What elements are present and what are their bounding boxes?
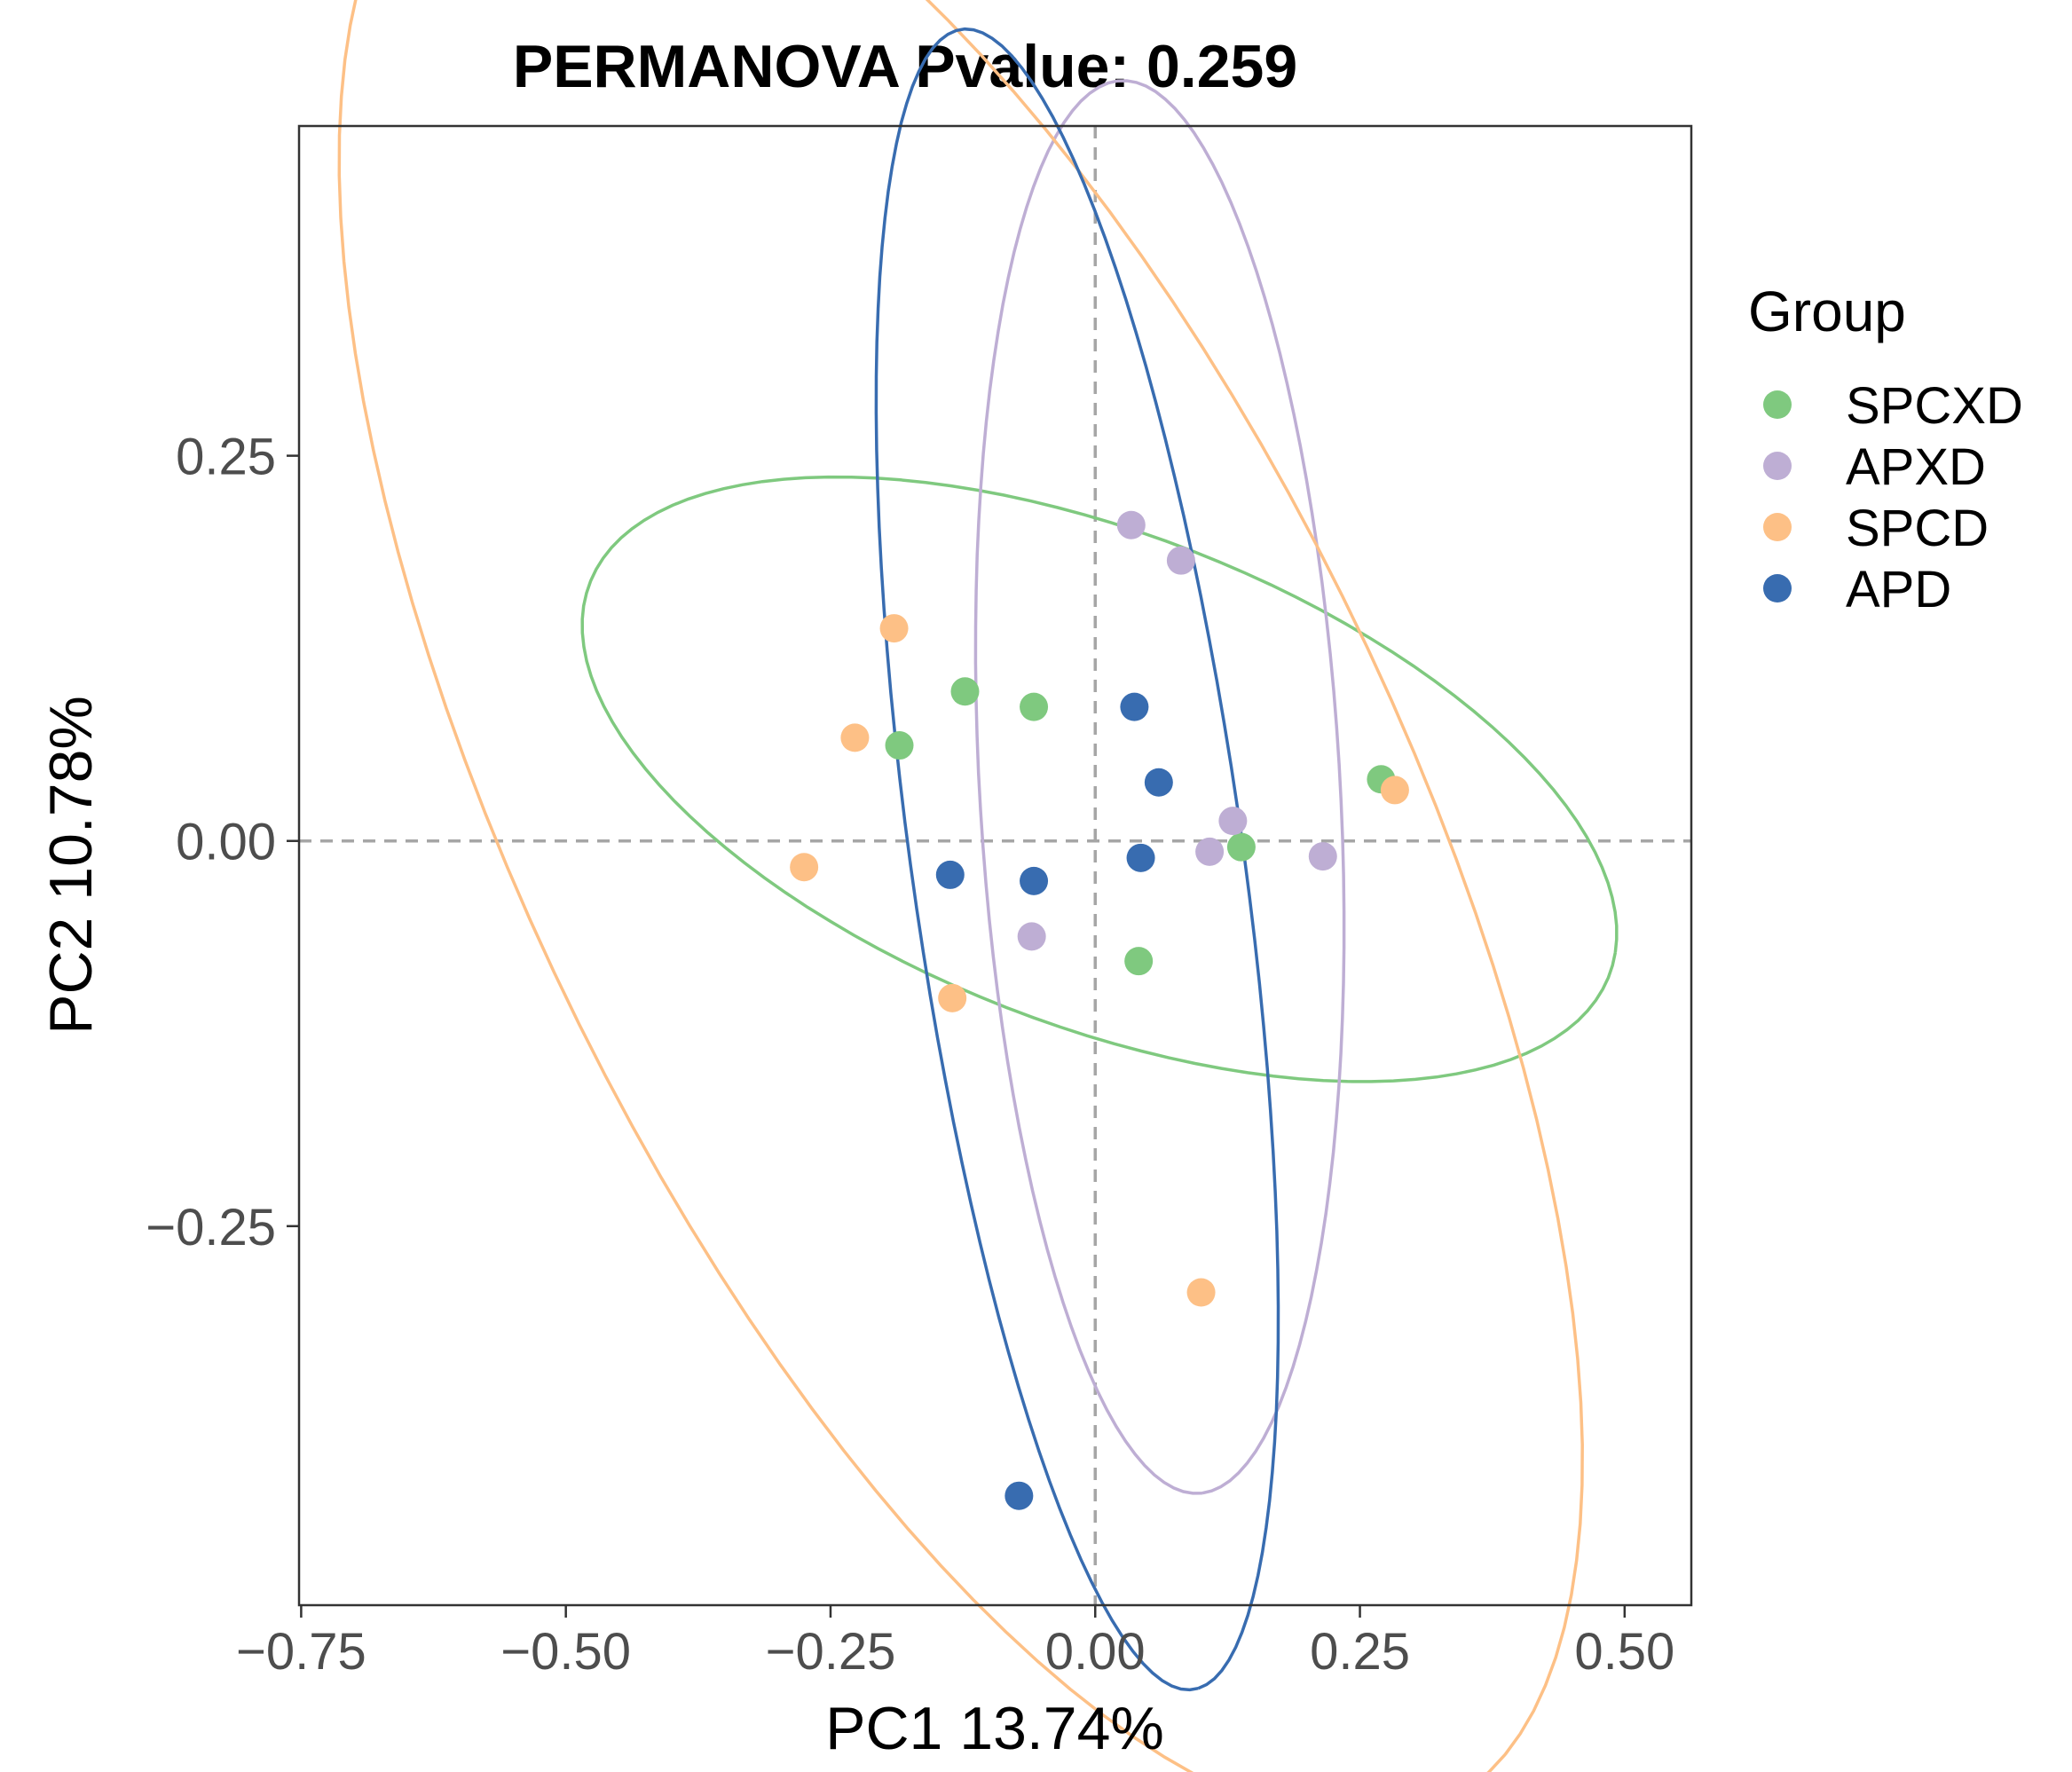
legend-label-apd: APD xyxy=(1846,561,1951,618)
ellipse-apxd xyxy=(973,79,1346,1495)
legend-key-apd xyxy=(1763,574,1792,602)
point-apxd-5 xyxy=(1308,842,1337,871)
point-spcd-5 xyxy=(1380,776,1409,805)
legend-label-spcxd: SPCXD xyxy=(1846,377,2023,435)
point-spcd-6 xyxy=(1186,1278,1216,1307)
point-spcd-1 xyxy=(879,614,909,643)
plot-border xyxy=(297,124,1693,1607)
point-apd-3 xyxy=(1126,843,1155,872)
point-apxd-3 xyxy=(1218,807,1248,836)
point-spcd-2 xyxy=(840,723,870,752)
y-axis-title: PC2 10.78% xyxy=(37,696,105,1035)
point-apxd-1 xyxy=(1116,510,1146,539)
point-spcd-4 xyxy=(938,983,967,1012)
x-tick-label: 0.00 xyxy=(1045,1623,1146,1681)
x-tick-label: 0.50 xyxy=(1574,1623,1674,1681)
point-spcxd-3 xyxy=(885,731,914,760)
x-tick-label: 0.25 xyxy=(1310,1623,1410,1681)
point-spcxd-1 xyxy=(950,677,980,706)
y-axis: 0.25 0.00 −0.25 xyxy=(146,429,299,1256)
x-tick-label: −0.25 xyxy=(766,1623,896,1681)
x-tick-label: −0.75 xyxy=(236,1623,366,1681)
legend-label-apxd: APXD xyxy=(1846,438,1986,496)
legend-key-spcxd xyxy=(1763,390,1792,419)
point-apxd-2 xyxy=(1166,546,1195,575)
point-apxd-4 xyxy=(1195,837,1225,866)
point-spcxd-2 xyxy=(1020,692,1049,721)
legend-key-spcd xyxy=(1763,513,1792,541)
x-axis: −0.75 −0.50 −0.25 0.00 0.25 0.50 xyxy=(236,1605,1674,1681)
ellipse-spcxd xyxy=(580,475,1619,1083)
legend-key-apxd xyxy=(1763,452,1792,480)
point-spcxd-5 xyxy=(1226,832,1256,862)
point-apd-5 xyxy=(1020,866,1049,895)
point-apd-2 xyxy=(1144,768,1173,797)
plot-area xyxy=(299,0,1691,1772)
legend-title: Group xyxy=(1748,280,1906,343)
y-tick-label: 0.25 xyxy=(176,429,276,486)
point-apd-4 xyxy=(935,860,965,889)
chart-title: PERMANOVA Pvalue: 0.259 xyxy=(513,33,1297,100)
point-apd-1 xyxy=(1120,692,1149,721)
point-spcxd-6 xyxy=(1124,947,1154,976)
x-tick-label: −0.50 xyxy=(500,1623,631,1681)
point-apd-6 xyxy=(1004,1481,1034,1510)
ellipse-apd xyxy=(874,27,1280,1692)
ellipse-spcd xyxy=(337,0,1584,1772)
point-apxd-6 xyxy=(1017,922,1046,951)
x-axis-title: PC1 13.74% xyxy=(825,1695,1164,1762)
point-spcd-3 xyxy=(790,853,819,882)
y-tick-label: −0.25 xyxy=(146,1199,276,1256)
y-tick-label: 0.00 xyxy=(176,814,276,871)
legend-label-spcd: SPCD xyxy=(1846,500,1989,557)
